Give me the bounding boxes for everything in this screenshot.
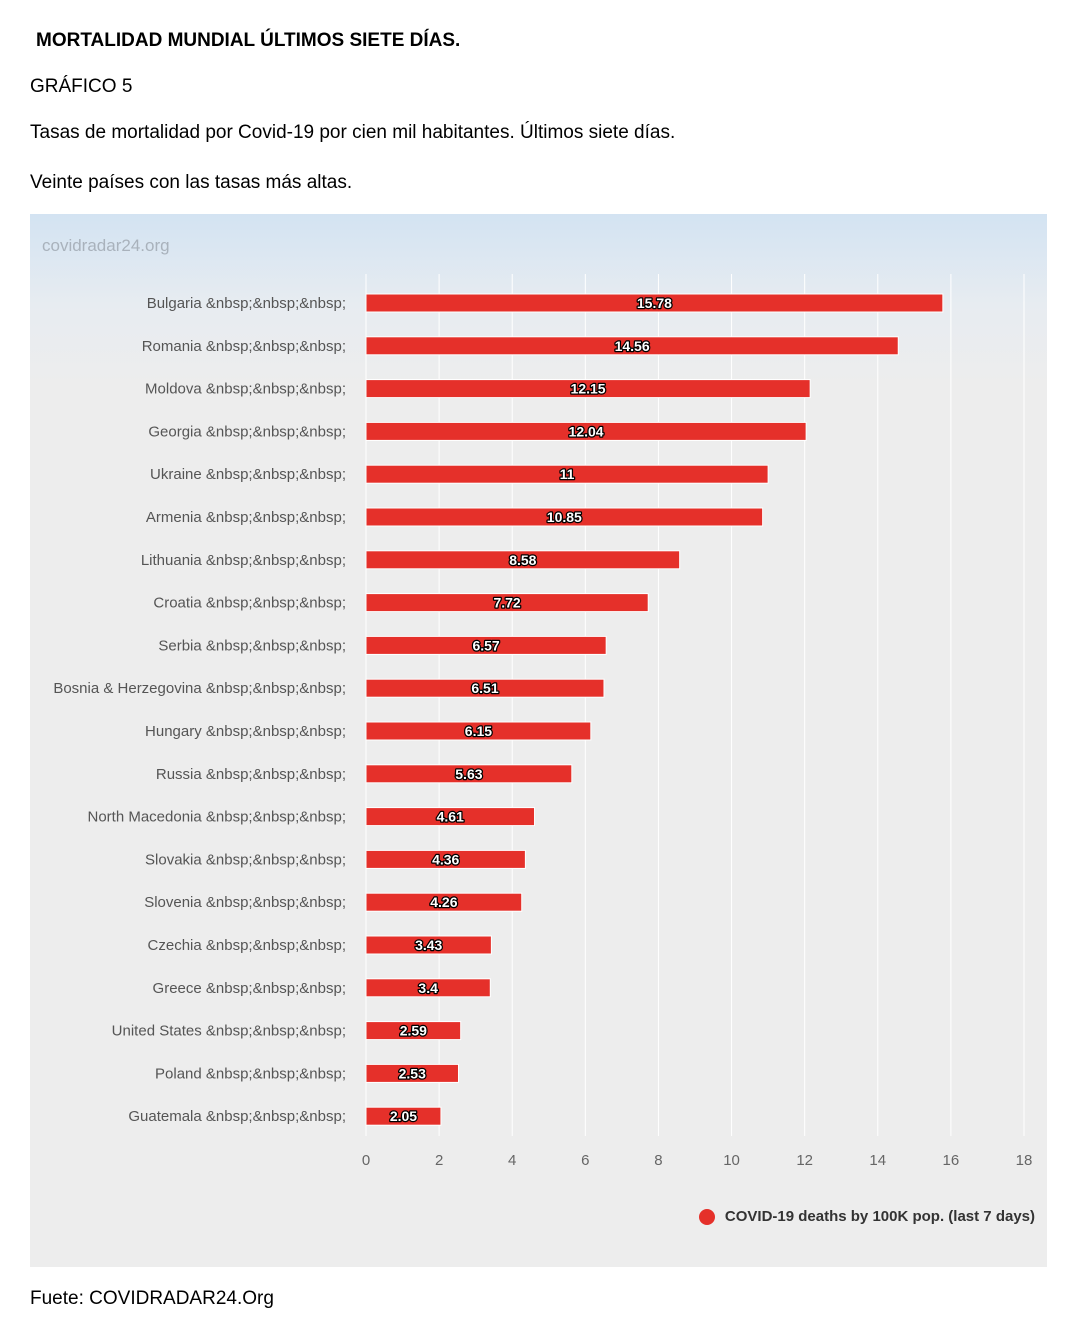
- bar: [365, 807, 536, 827]
- category-label: North Macedonia &nbsp;&nbsp;&nbsp;: [88, 809, 347, 826]
- data-label: 11: [560, 466, 575, 482]
- category-label: Bosnia & Herzegovina &nbsp;&nbsp;&nbsp;: [53, 680, 346, 697]
- bar: [365, 464, 769, 484]
- category-label: Guatemala &nbsp;&nbsp;&nbsp;: [128, 1108, 346, 1125]
- bar: [365, 336, 899, 356]
- chart-subtitle-2: Veinte países con las tasas más altas.: [30, 172, 353, 193]
- data-label: 10.85: [547, 509, 582, 525]
- data-label: 2.05: [390, 1108, 417, 1124]
- category-label: Serbia &nbsp;&nbsp;&nbsp;: [158, 637, 346, 654]
- data-label: 4.36: [432, 851, 459, 867]
- category-label: Russia &nbsp;&nbsp;&nbsp;: [156, 766, 346, 783]
- page-heading: MORTALIDAD MUNDIAL ÚLTIMOS SIETE DÍAS.: [36, 30, 461, 51]
- x-tick-label: 10: [723, 1152, 740, 1169]
- x-tick-label: 12: [796, 1152, 813, 1169]
- bar: [365, 1106, 442, 1126]
- data-label: 12.04: [569, 423, 604, 439]
- x-tick-label: 18: [1016, 1152, 1033, 1169]
- legend-marker: [698, 1208, 715, 1225]
- bar: [365, 678, 605, 698]
- chart-subtitle: Tasas de mortalidad por Covid-19 por cie…: [30, 122, 676, 143]
- source-note: Fuete: COVIDRADAR24.Org: [30, 1288, 274, 1309]
- data-label: 2.53: [399, 1065, 426, 1081]
- data-label: 8.58: [509, 552, 536, 568]
- chart-panel: covidradar24.org 0 2 4 6 8 10 12 14 16 18 Bulgaria…: [30, 214, 1047, 1267]
- bar: [365, 593, 649, 613]
- category-label: United States &nbsp;&nbsp;&nbsp;: [112, 1023, 346, 1040]
- bar: [365, 978, 491, 998]
- category-label: Ukraine &nbsp;&nbsp;&nbsp;: [150, 466, 346, 483]
- bar: [365, 507, 764, 527]
- bar: [365, 421, 807, 441]
- data-label: 3.4: [418, 980, 438, 996]
- data-label: 15.78: [637, 295, 672, 311]
- bar: [365, 550, 681, 570]
- category-label: Armenia &nbsp;&nbsp;&nbsp;: [146, 509, 346, 526]
- x-tick-label: 14: [869, 1152, 886, 1169]
- bar: [365, 721, 592, 741]
- data-label: 6.15: [465, 723, 492, 739]
- category-label: Slovenia &nbsp;&nbsp;&nbsp;: [144, 894, 346, 911]
- category-label: Romania &nbsp;&nbsp;&nbsp;: [142, 338, 346, 355]
- data-label: 6.57: [472, 637, 499, 653]
- x-tick-label: 2: [435, 1152, 443, 1169]
- bar: [365, 293, 944, 313]
- data-label: 4.26: [430, 894, 457, 910]
- x-tick-label: 4: [508, 1152, 516, 1169]
- category-label: Greece &nbsp;&nbsp;&nbsp;: [153, 980, 346, 997]
- watermark: covidradar24.org: [42, 236, 170, 255]
- x-tick-label: 16: [943, 1152, 960, 1169]
- bar: [365, 892, 523, 912]
- bar: [365, 1021, 462, 1041]
- data-label: 3.43: [415, 937, 442, 953]
- bar: [365, 379, 811, 399]
- x-tick-label: 6: [581, 1152, 589, 1169]
- x-tick-label: 8: [654, 1152, 662, 1169]
- bar: [365, 764, 573, 784]
- bar: [365, 1063, 459, 1083]
- bar: [365, 935, 492, 955]
- bar: [365, 849, 526, 869]
- bar: [365, 635, 607, 655]
- category-label: Moldova &nbsp;&nbsp;&nbsp;: [145, 381, 346, 398]
- category-label: Czechia &nbsp;&nbsp;&nbsp;: [148, 937, 346, 954]
- category-label: Georgia &nbsp;&nbsp;&nbsp;: [148, 423, 346, 440]
- category-label: Croatia &nbsp;&nbsp;&nbsp;: [153, 595, 346, 612]
- category-label: Bulgaria &nbsp;&nbsp;&nbsp;: [147, 295, 346, 312]
- data-label: 7.72: [493, 595, 520, 611]
- data-label: 12.15: [571, 381, 606, 397]
- category-label: Slovakia &nbsp;&nbsp;&nbsp;: [145, 851, 346, 868]
- category-label: Hungary &nbsp;&nbsp;&nbsp;: [145, 723, 346, 740]
- data-label: 6.51: [471, 680, 498, 696]
- x-tick-label: 0: [362, 1152, 370, 1169]
- bar-chart: 0 2 4 6 8 10 12 14 16 18 Bulgaria &nbsp;&nbsp;&nbs…: [53, 274, 1033, 1169]
- data-label: 4.61: [437, 809, 464, 825]
- category-label: Lithuania &nbsp;&nbsp;&nbsp;: [141, 552, 346, 569]
- category-label: Poland &nbsp;&nbsp;&nbsp;: [155, 1065, 346, 1082]
- data-label: 5.63: [455, 766, 482, 782]
- data-label: 14.56: [615, 338, 650, 354]
- figure-label: GRÁFICO 5: [30, 76, 133, 97]
- legend-label: COVID-19 deaths by 100K pop. (last 7 day…: [724, 1208, 1035, 1225]
- data-label: 2.59: [400, 1023, 427, 1039]
- chart-legend[interactable]: COVID-19 deaths by 100K pop. (last 7 day…: [698, 1208, 1035, 1225]
